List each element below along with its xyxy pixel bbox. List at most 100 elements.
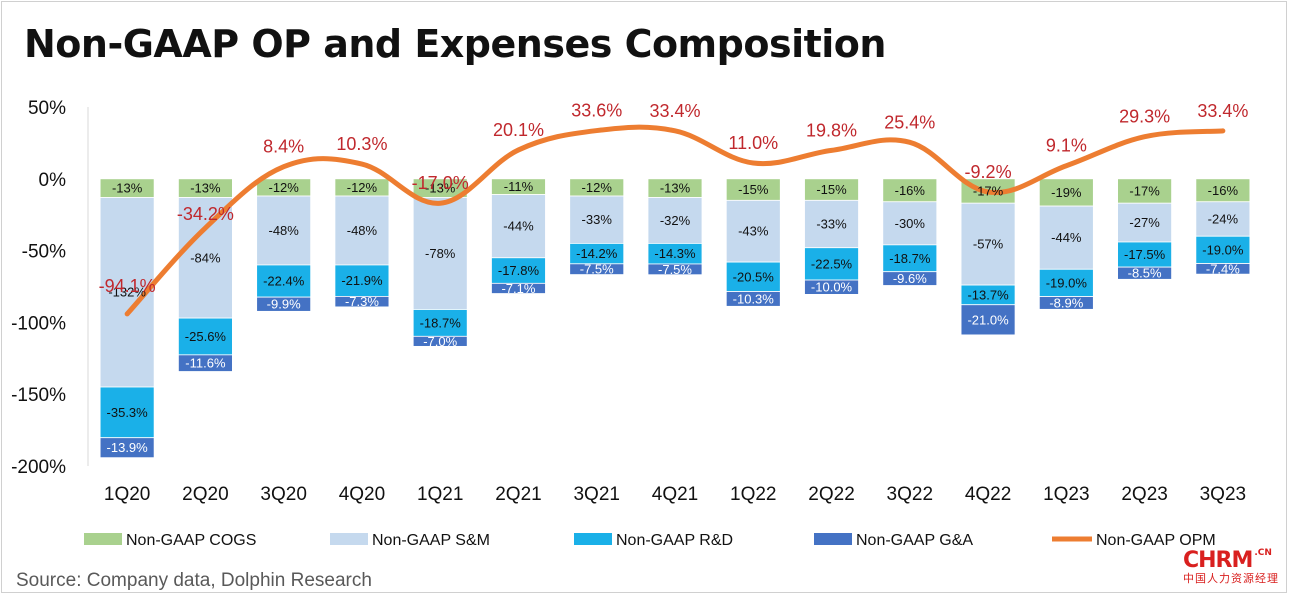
data-label-ga: -13.9% <box>107 440 149 455</box>
data-label-sm: -78% <box>425 246 456 261</box>
data-label-rd: -20.5% <box>733 269 775 284</box>
legend-label-cogs: Non-GAAP COGS <box>126 532 256 549</box>
bar-cogs <box>1038 178 1094 207</box>
source-note: Source: Company data, Dolphin Research <box>16 570 372 591</box>
bar-ga <box>99 437 155 459</box>
data-label-rd: -22.4% <box>263 274 305 289</box>
data-label-cogs: -13% <box>112 181 143 196</box>
y-tick-label: -150% <box>11 385 66 406</box>
data-label-sm: -57% <box>973 237 1004 252</box>
opm-data-label: 33.4% <box>649 101 700 121</box>
opm-data-label: 20.1% <box>493 120 544 140</box>
data-label-cogs: -12% <box>582 180 613 195</box>
y-tick-label: -100% <box>11 313 66 334</box>
bar-sm <box>960 202 1016 286</box>
data-label-rd: -19.0% <box>1046 275 1088 290</box>
data-label-cogs: -13% <box>425 181 456 196</box>
x-tick-label: 4Q20 <box>339 484 385 505</box>
y-tick-label: 50% <box>28 98 66 119</box>
bar-ga <box>882 271 938 286</box>
data-label-rd: -19.0% <box>1202 242 1244 257</box>
x-tick-label: 3Q20 <box>260 484 306 505</box>
bar-sm <box>1195 201 1251 237</box>
data-label-rd: -17.5% <box>1124 247 1166 262</box>
bar-rd <box>1117 241 1172 268</box>
legend-label-ga: Non-GAAP G&A <box>856 532 973 549</box>
bar-rd <box>882 244 938 273</box>
data-label-sm: -24% <box>1208 212 1239 227</box>
data-label-sm: -48% <box>268 223 299 238</box>
data-label-cogs: -15% <box>738 182 769 197</box>
y-tick-label: -50% <box>22 242 66 263</box>
opm-line <box>124 124 1226 317</box>
bar-ga <box>1117 266 1172 280</box>
x-tick-label: 1Q22 <box>730 484 776 505</box>
opm-data-label: 11.0% <box>728 133 778 153</box>
legend-swatch-ga <box>814 533 852 545</box>
opm-data-label: 19.8% <box>806 120 857 140</box>
data-label-rd: -25.6% <box>185 329 227 344</box>
data-label-rd: -21.9% <box>341 273 383 288</box>
data-label-ga: -10.3% <box>733 291 775 306</box>
data-label-rd: -17.8% <box>498 263 540 278</box>
data-label-ga: -8.5% <box>1128 266 1162 281</box>
data-label-cogs: -16% <box>1208 183 1239 198</box>
data-label-sm: -32% <box>660 213 691 228</box>
data-label-ga: -8.9% <box>1049 295 1083 310</box>
bar-ga <box>569 263 625 275</box>
opm-data-label: -9.2% <box>965 162 1012 182</box>
data-label-rd: -35.3% <box>107 405 149 420</box>
data-label-cogs: -13% <box>190 181 221 196</box>
data-label-ga: -10.0% <box>811 280 853 295</box>
data-label-cogs: -17% <box>1129 184 1160 199</box>
bar-ga <box>1195 263 1251 275</box>
data-label-ga: -7.4% <box>1206 261 1240 276</box>
opm-data-label: 25.4% <box>884 112 935 132</box>
bar-rd <box>334 264 390 297</box>
x-tick-label: 3Q22 <box>887 484 933 505</box>
x-tick-label: 2Q21 <box>495 484 541 505</box>
data-label-sm: -132% <box>108 285 146 300</box>
bar-ga <box>725 291 781 307</box>
data-label-rd: -13.7% <box>967 287 1009 302</box>
bar-ga <box>491 282 546 294</box>
label-layer: -13% -132% -35.3% -13.9% -13% -84% -25.6% -11.6… <box>99 101 1249 456</box>
chart-title: Non-GAAP OP and Expenses Composition <box>24 22 886 66</box>
bar-ga <box>804 279 859 295</box>
bar-ga <box>256 296 312 312</box>
x-tick-label: 4Q21 <box>652 484 698 505</box>
data-label-rd: -22.5% <box>811 256 853 271</box>
opm-data-label: -17.0% <box>412 173 469 193</box>
legend-swatch-cogs <box>84 533 122 545</box>
data-label-ga: -11.6% <box>185 356 226 371</box>
data-label-ga: -21.0% <box>967 312 1009 327</box>
data-label-sm: -33% <box>816 217 847 232</box>
data-label-sm: -43% <box>738 224 769 239</box>
data-label-cogs: -17% <box>973 184 1004 199</box>
bar-ga <box>1038 296 1094 310</box>
data-label-rd: -18.7% <box>420 315 462 330</box>
legend-swatch-rd <box>574 533 612 545</box>
chrm-logo: CHRM .CN <box>1183 548 1272 573</box>
data-label-ga: -7.5% <box>580 262 614 277</box>
data-label-cogs: -11% <box>504 179 534 194</box>
data-label-cogs: -19% <box>1051 185 1082 200</box>
bar-ga <box>960 304 1016 336</box>
x-tick-label: 4Q22 <box>965 484 1011 505</box>
legend-label-opm: Non-GAAP OPM <box>1096 532 1216 549</box>
bar-sm <box>412 197 468 310</box>
bar-rd <box>177 317 233 356</box>
data-label-rd: -14.3% <box>654 246 696 261</box>
data-label-ga: -9.9% <box>267 297 301 312</box>
bar-sm <box>804 199 859 249</box>
opm-data-label: -34.2% <box>177 204 234 224</box>
opm-data-label: 9.1% <box>1046 136 1087 156</box>
axis-layer: 50% 0% -50% -100% -150% -200% 1Q20 2Q20 3Q20 4Q20… <box>11 98 1246 505</box>
data-label-ga: -7.5% <box>658 262 692 277</box>
bar-sm <box>334 195 390 266</box>
line-layer <box>124 124 1226 317</box>
data-label-rd: -18.7% <box>889 251 931 266</box>
bar-rd <box>1038 268 1094 297</box>
data-label-cogs: -16% <box>895 183 926 198</box>
bar-sm <box>1117 202 1172 243</box>
